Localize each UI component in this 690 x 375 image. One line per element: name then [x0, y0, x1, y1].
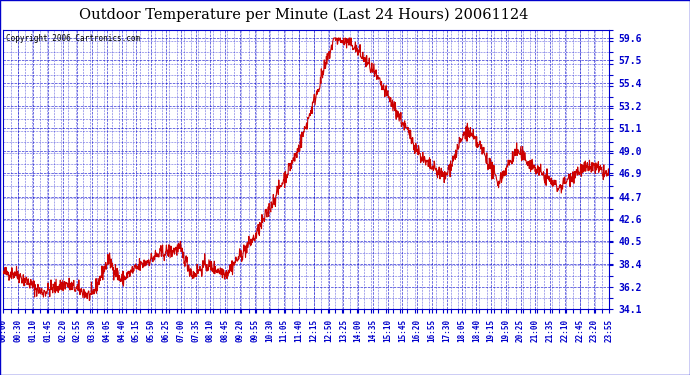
Text: Outdoor Temperature per Minute (Last 24 Hours) 20061124: Outdoor Temperature per Minute (Last 24 …: [79, 8, 529, 22]
Text: Copyright 2006 Cartronics.com: Copyright 2006 Cartronics.com: [6, 34, 141, 43]
